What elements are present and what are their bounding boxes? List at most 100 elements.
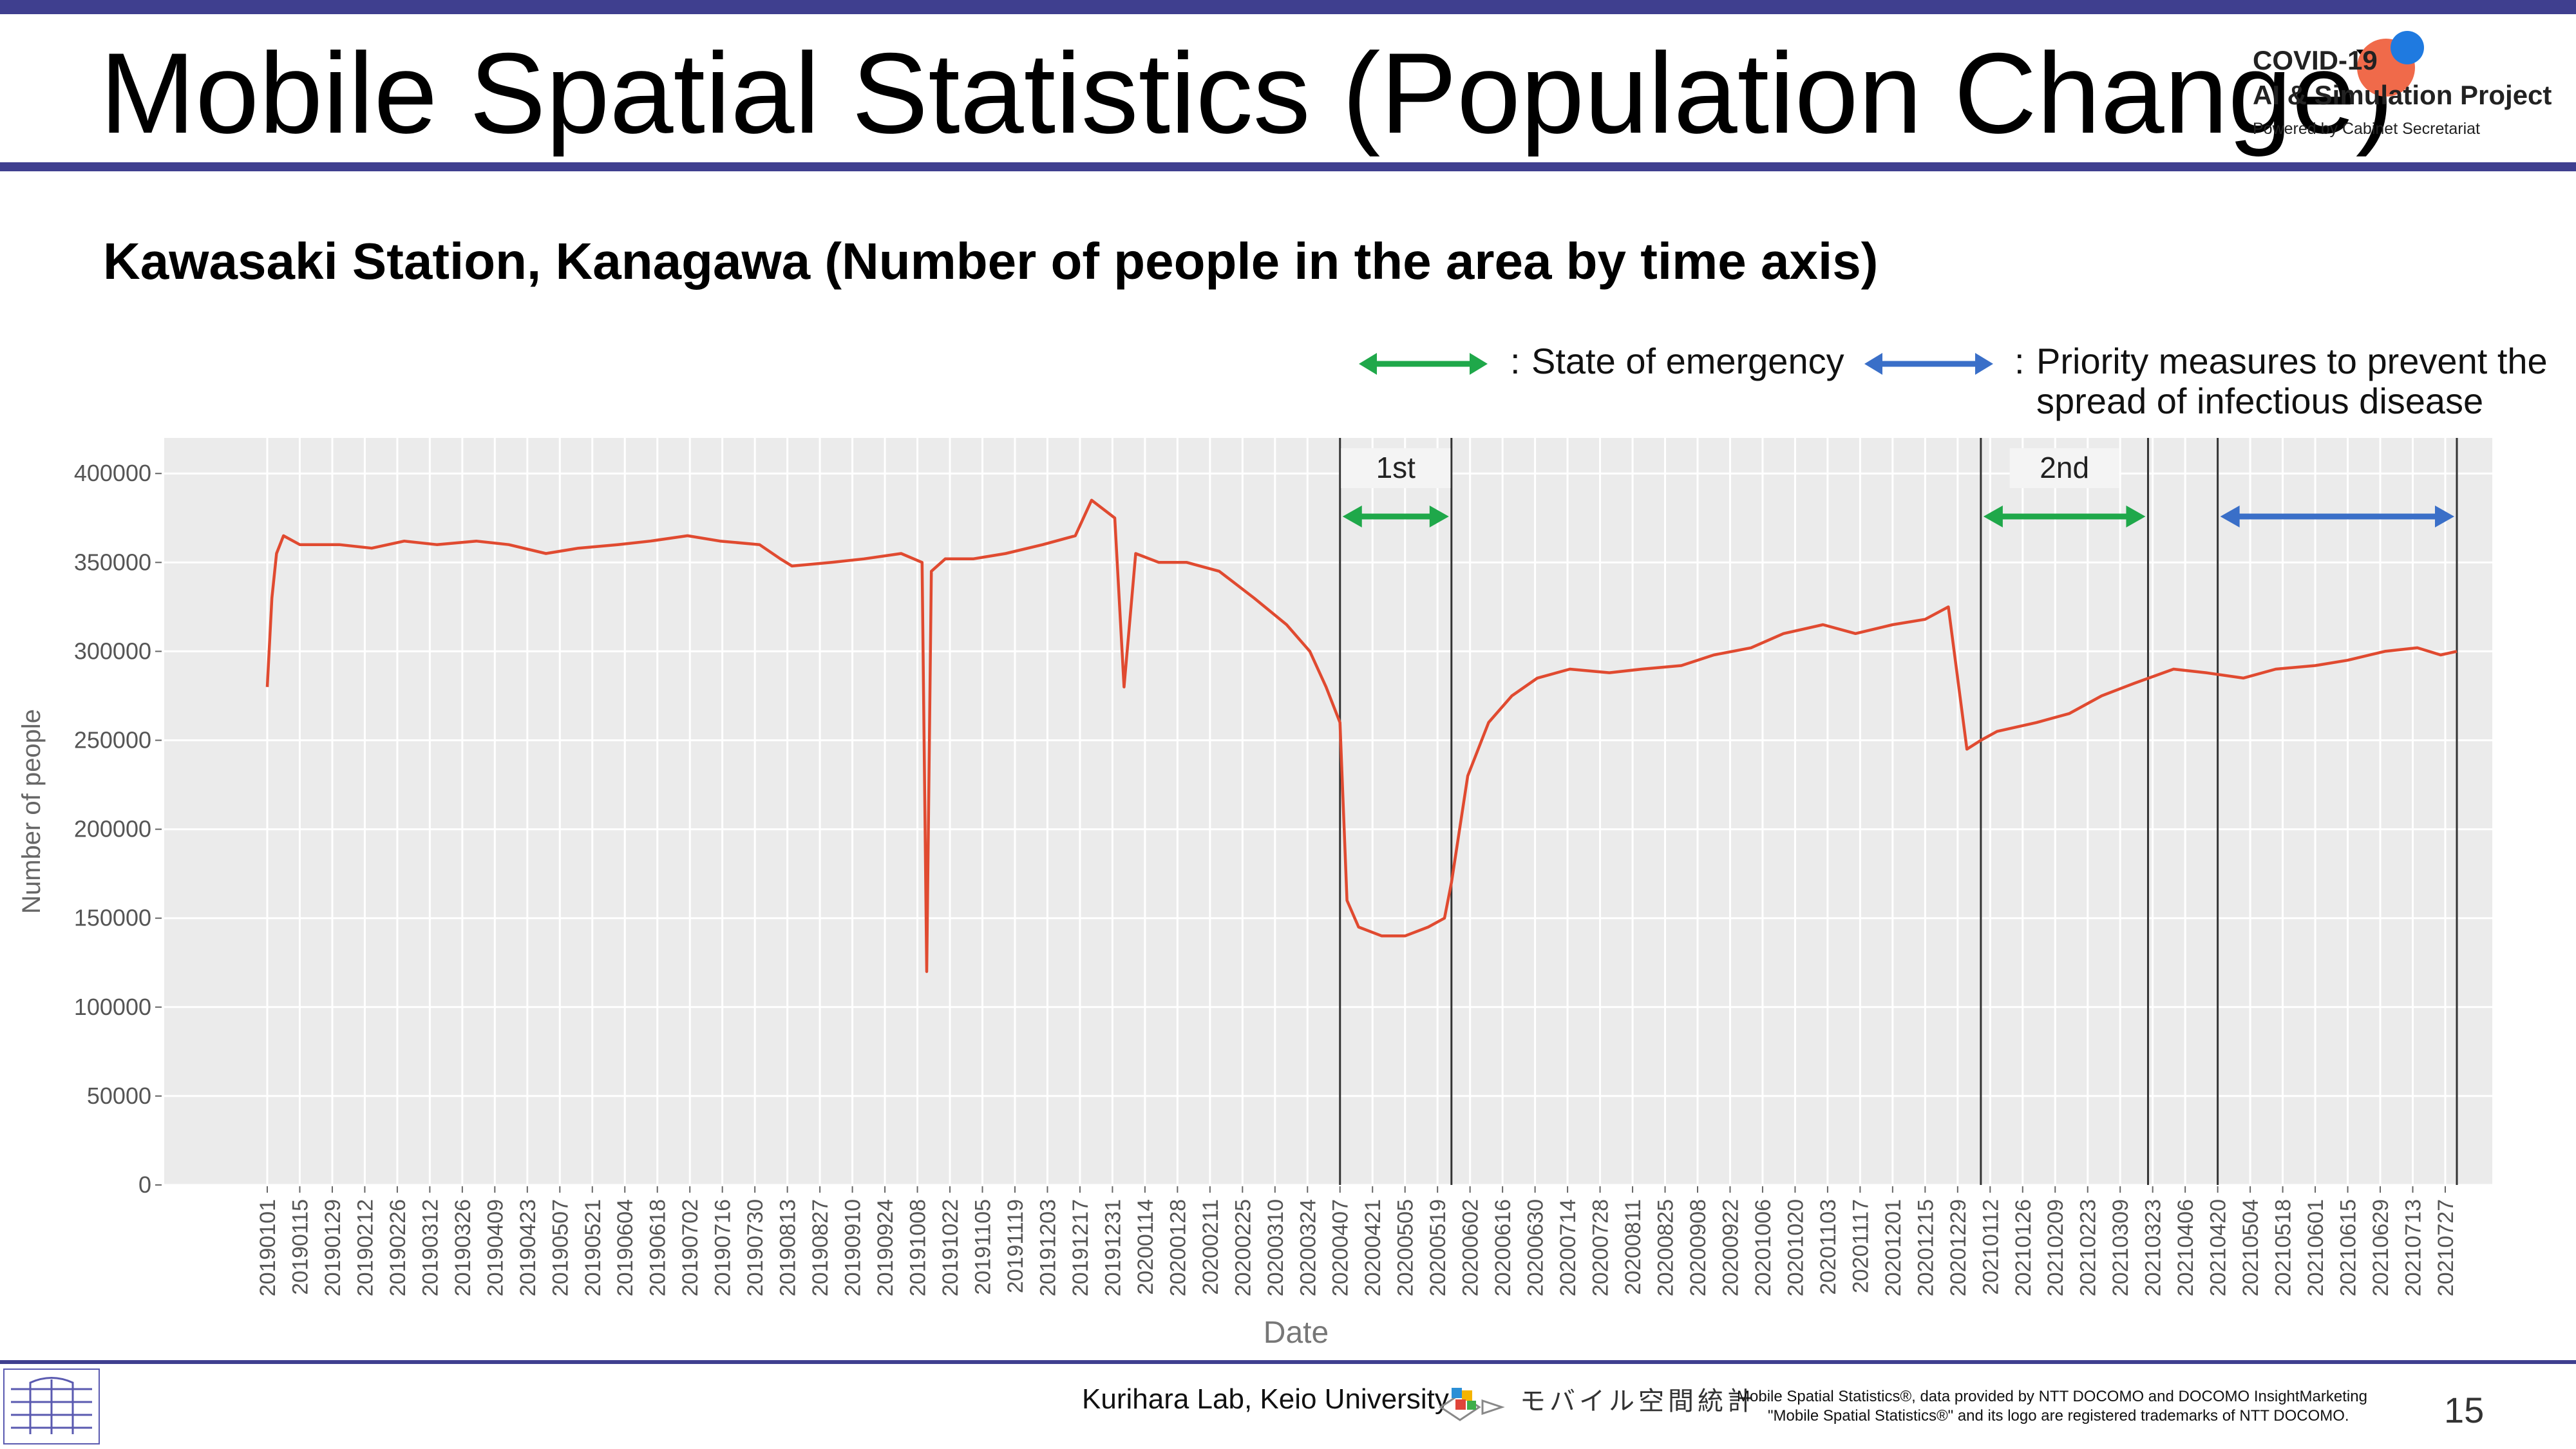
y-axis: 0 50000 100000 150000 200000 250000 300000 3500… [74, 460, 162, 1198]
page-title: Mobile Spatial Statistics (Population Ch… [100, 29, 2394, 157]
x-tick-label: 20210615 [2336, 1199, 2361, 1296]
x-tick-label: 20200407 [1329, 1199, 1353, 1296]
header-top-bar [0, 0, 2576, 14]
logo-line3: Powered by Cabinet Secretariat [2253, 120, 2480, 138]
population-line-chart: 1st 2nd 0 50000 100000 150000 200000 250000 300… [17, 438, 2492, 1350]
x-tick-label: 20200114 [1133, 1199, 1158, 1295]
y-tick-label: 400000 [74, 460, 151, 486]
x-tick-label: 20200211 [1198, 1199, 1223, 1295]
legend-priority-label-line1: Priority measures to prevent the [2036, 341, 2548, 381]
x-tick-label: 20190604 [613, 1199, 638, 1296]
legend-emergency-label: State of emergency [1531, 341, 1844, 381]
x-tick-label: 20200728 [1589, 1199, 1613, 1296]
x-tick-label: 20201215 [1913, 1199, 1938, 1296]
x-tick-label: 20190423 [516, 1199, 540, 1296]
x-tick-label: 20190827 [808, 1199, 833, 1296]
y-tick-label: 200000 [74, 816, 151, 842]
x-tick-label: 20190716 [711, 1199, 735, 1296]
lab-logo-glyph-icon [11, 1377, 92, 1434]
period-arrow-head-right [1429, 506, 1449, 527]
legend-separator-emergency: : [1510, 341, 1520, 381]
x-tick-label: 20191217 [1068, 1199, 1093, 1296]
x-tick-label: 20201201 [1881, 1199, 1906, 1296]
y-tick-label: 350000 [74, 549, 151, 575]
x-tick-label: 20200128 [1166, 1199, 1190, 1296]
y-tick-label: 50000 [87, 1083, 151, 1109]
x-tick-label: 20210209 [2043, 1199, 2068, 1296]
x-tick-label: 20201229 [1946, 1199, 1971, 1296]
period-annotations: 1st 2nd [1339, 438, 2458, 1185]
lab-logo-icon [3, 1368, 100, 1444]
x-tick-label: 20200714 [1556, 1199, 1580, 1296]
legend-priority-arrow-icon [1864, 353, 1993, 375]
x-tick-label: 20190409 [483, 1199, 507, 1296]
x-tick-label: 20201103 [1816, 1199, 1841, 1295]
y-tick-label: 0 [138, 1171, 151, 1198]
x-tick-label: 20190326 [451, 1199, 475, 1296]
x-tick-label: 20210126 [2011, 1199, 2036, 1296]
x-tick-label: 20200811 [1621, 1199, 1645, 1295]
x-tick-label: 20190129 [321, 1199, 345, 1296]
x-tick-label: 20190702 [678, 1199, 703, 1296]
x-tick-label: 20200908 [1686, 1199, 1710, 1296]
x-tick-label: 20200616 [1491, 1199, 1515, 1296]
x-tick-label: 20210713 [2401, 1199, 2425, 1296]
x-tick-label: 20200310 [1264, 1199, 1288, 1296]
x-tick-label: 20201020 [1783, 1199, 1808, 1296]
x-tick-label: 20190507 [548, 1199, 573, 1296]
x-axis: 20190101 20190115 20190129 20190212 20190226… [256, 1186, 2458, 1296]
period-label: 2nd [2040, 451, 2089, 484]
x-tick-label: 20200519 [1426, 1199, 1450, 1296]
x-tick-label: 20191203 [1036, 1199, 1060, 1296]
period-label-box [1341, 448, 1451, 488]
x-tick-label: 20200505 [1394, 1199, 1418, 1296]
y-tick-label: 250000 [74, 727, 151, 753]
x-axis-label: Date [1264, 1316, 1329, 1350]
x-tick-label: 20191008 [906, 1199, 931, 1296]
x-tick-label: 20201117 [1848, 1199, 1873, 1293]
x-tick-label: 20210223 [2076, 1199, 2101, 1296]
period-arrow-head-left [2220, 506, 2240, 527]
population-series-line [265, 498, 2458, 973]
x-tick-label: 20200324 [1296, 1199, 1320, 1296]
x-tick-label: 20200825 [1654, 1199, 1678, 1296]
x-tick-label: 20190521 [581, 1199, 605, 1296]
grid-lines [164, 438, 2492, 1186]
mobile-stats-text: モバイル空間統計 [1520, 1387, 1757, 1416]
footer-note-line1: Mobile Spatial Statistics®, data provide… [1737, 1388, 2367, 1405]
period-arrow-head-right [2435, 506, 2454, 527]
y-tick-label: 100000 [74, 994, 151, 1020]
period-label-box [2009, 448, 2119, 488]
x-tick-label: 20210504 [2239, 1199, 2263, 1296]
footer-credit: Kurihara Lab, Keio University [1082, 1383, 1449, 1415]
x-tick-label: 20190312 [418, 1199, 442, 1296]
x-tick-label: 20191105 [971, 1199, 995, 1295]
x-tick-label: 20210420 [2206, 1199, 2231, 1296]
legend-separator-priority: : [2014, 341, 2025, 381]
period-arrow-head-left [1983, 506, 2003, 527]
y-axis-label: Number of people [17, 709, 46, 914]
chart-subtitle: Kawasaki Station, Kanagawa (Number of pe… [103, 232, 1879, 290]
logo-blue-dot-icon [2391, 31, 2424, 64]
x-tick-label: 20201006 [1751, 1199, 1776, 1296]
x-tick-label: 20191022 [938, 1199, 963, 1296]
x-tick-label: 20190730 [743, 1199, 768, 1296]
x-tick-label: 20190101 [256, 1199, 280, 1296]
title-underline-bar [0, 162, 2576, 171]
period-label: 1st [1376, 451, 1416, 484]
footer-note-line2: "Mobile Spatial Statistics®" and its log… [1768, 1407, 2349, 1425]
x-tick-label: 20210629 [2369, 1199, 2393, 1296]
x-tick-label: 20200630 [1524, 1199, 1548, 1296]
logo-line1: COVID-19 [2253, 45, 2378, 75]
footer-rule [0, 1360, 2576, 1364]
x-tick-label: 20210601 [2304, 1199, 2328, 1296]
x-tick-label: 20191119 [1003, 1199, 1028, 1293]
period-arrow-head-left [1342, 506, 1362, 527]
x-tick-label: 20190618 [646, 1199, 670, 1296]
x-tick-label: 20190813 [776, 1199, 800, 1296]
x-tick-label: 20190924 [873, 1199, 898, 1296]
x-tick-label: 20210323 [2141, 1199, 2166, 1296]
x-tick-label: 20200602 [1459, 1199, 1483, 1296]
x-tick-label: 20200421 [1361, 1199, 1385, 1296]
x-tick-label: 20191231 [1101, 1199, 1125, 1296]
